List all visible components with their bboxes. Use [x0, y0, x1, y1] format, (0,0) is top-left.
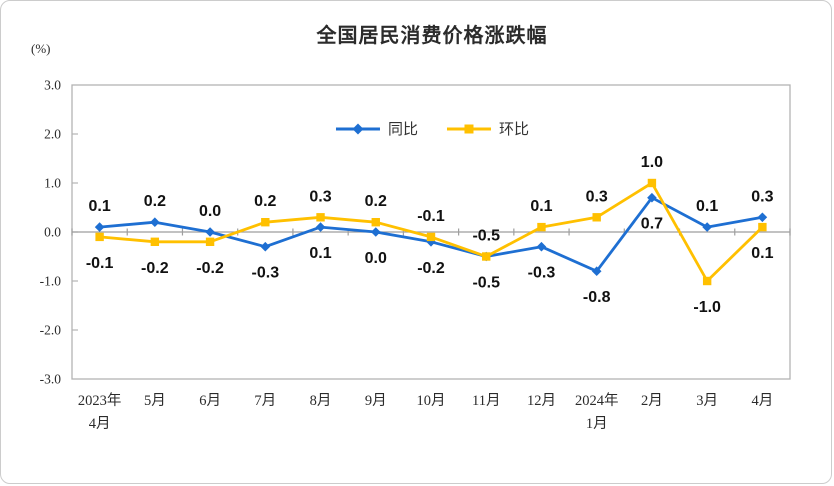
y-axis-tick-label: 3.0 [44, 78, 61, 93]
data-point-marker [205, 227, 215, 237]
data-label: -1.0 [693, 299, 721, 316]
data-point-marker [426, 232, 436, 242]
data-point-marker [426, 237, 436, 247]
data-label: -0.1 [417, 208, 445, 225]
y-axis-unit-label: (%) [31, 41, 51, 56]
data-point-marker [591, 266, 602, 276]
chart-title: 全国居民消费价格涨跌幅 [316, 25, 548, 47]
data-label: -0.1 [86, 255, 114, 272]
x-axis-tick-label: 5月 [144, 393, 166, 409]
data-point-marker [702, 222, 712, 232]
data-label: 0.1 [309, 245, 331, 262]
data-label: -0.8 [583, 289, 611, 306]
data-point-marker [150, 237, 160, 246]
data-point-marker [205, 237, 215, 246]
data-label: -0.3 [528, 265, 556, 282]
y-axis-tick-label: -3.0 [40, 372, 62, 387]
legend-label-tongbi: 同比 [387, 121, 418, 138]
data-point-marker [95, 232, 104, 242]
data-label: -0.3 [252, 265, 280, 282]
data-point-marker [371, 218, 380, 227]
data-label: 0.0 [199, 203, 221, 220]
legend-item-huanbi: 环比 [446, 118, 529, 139]
legend-label-huanbi: 环比 [499, 121, 530, 138]
data-label: 0.1 [696, 198, 718, 215]
x-axis-tick-label: 10月 [417, 393, 446, 409]
data-label: -0.5 [472, 228, 500, 245]
data-label: 0.7 [641, 216, 663, 233]
data-point-marker [647, 178, 657, 188]
data-label: 0.0 [365, 250, 387, 267]
legend-marker-0 [352, 123, 364, 134]
data-point-marker [647, 192, 657, 203]
data-label: 1.0 [641, 154, 663, 171]
data-point-marker [758, 222, 767, 232]
x-axis-tick-label: 12月 [527, 393, 556, 409]
data-point-marker [261, 218, 270, 227]
data-point-marker [702, 276, 712, 286]
legend-item-tongbi: 同比 [335, 118, 418, 139]
data-point-marker [94, 222, 105, 232]
data-point-marker [536, 241, 547, 252]
data-point-marker [260, 241, 271, 252]
data-label: 0.1 [88, 198, 110, 215]
chart-legend: 同比 环比 [335, 118, 529, 139]
data-label: -0.5 [472, 275, 500, 292]
data-point-marker [370, 227, 381, 237]
data-label: 0.1 [751, 245, 773, 262]
data-label: -0.2 [141, 260, 169, 277]
data-point-marker [537, 222, 546, 232]
tongbi-line-marker-icon [335, 123, 380, 134]
y-axis-tick-label: -2.0 [40, 323, 62, 338]
x-axis-tick-label: 6月 [199, 393, 221, 409]
data-point-marker [592, 213, 601, 222]
x-axis-tick-label: 9月 [365, 393, 387, 409]
data-label: 0.3 [309, 188, 331, 205]
data-label: 0.1 [530, 198, 552, 215]
x-axis-tick-label: 11月 [472, 393, 500, 409]
y-axis-tick-label: 2.0 [44, 127, 61, 142]
data-point-marker [315, 222, 326, 232]
y-axis-tick-label: 1.0 [44, 176, 61, 191]
data-label: -0.2 [417, 260, 445, 277]
legend-marker-1 [464, 124, 474, 133]
y-axis-tick-label: 0.0 [44, 225, 61, 240]
data-label: 0.3 [586, 188, 608, 205]
x-axis-tick-label: 2024年 1月 [575, 392, 619, 432]
data-label: 0.2 [254, 193, 276, 210]
data-label: 0.2 [144, 193, 166, 210]
data-label: 0.3 [751, 188, 773, 205]
x-axis-tick-label: 8月 [310, 393, 332, 409]
data-label: 0.2 [365, 193, 387, 210]
x-axis-tick-label: 3月 [696, 393, 718, 409]
data-point-marker [482, 252, 491, 261]
x-axis-tick-label: 7月 [254, 393, 276, 409]
data-label: -0.2 [196, 260, 224, 277]
data-point-marker [757, 212, 768, 223]
huanbi-line-marker-icon [447, 124, 491, 133]
x-axis-tick-label: 2月 [641, 393, 663, 409]
data-point-marker [150, 217, 160, 227]
y-axis-tick-label: -1.0 [40, 274, 62, 289]
data-point-marker [316, 213, 325, 222]
x-axis-tick-label: 2023年 4月 [78, 392, 122, 432]
x-axis-tick-label: 4月 [752, 393, 774, 409]
